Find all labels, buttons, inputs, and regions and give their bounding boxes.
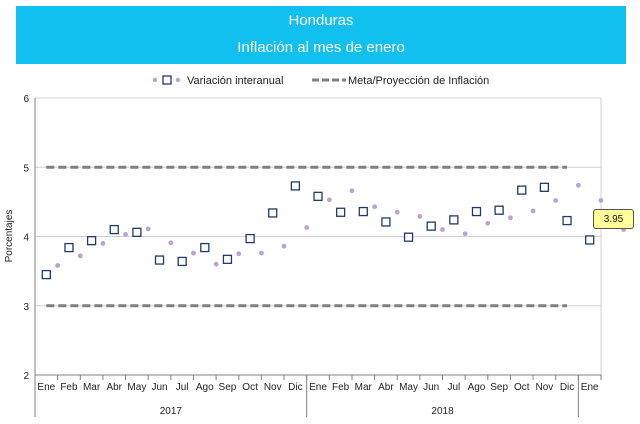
series-dot bbox=[281, 243, 287, 249]
x-tick-label: Ene bbox=[581, 382, 599, 393]
data-point bbox=[109, 224, 119, 235]
legend-marker bbox=[162, 75, 172, 85]
x-tick-label: Ene bbox=[37, 382, 55, 393]
data-point bbox=[177, 256, 187, 267]
x-tick-label: Ene bbox=[309, 382, 327, 393]
series-dot bbox=[326, 197, 332, 203]
series-dot bbox=[349, 188, 355, 194]
data-point bbox=[426, 221, 436, 231]
x-tick-label: Sep bbox=[219, 382, 237, 393]
x-tick-label: Oct bbox=[514, 382, 530, 393]
series-dot bbox=[100, 241, 106, 246]
data-point bbox=[86, 236, 97, 246]
data-point bbox=[154, 255, 165, 265]
data-point bbox=[471, 206, 482, 217]
data-point bbox=[64, 242, 74, 253]
y-tick-label: 6 bbox=[23, 94, 29, 105]
data-point bbox=[494, 205, 504, 215]
series-dot bbox=[598, 198, 604, 203]
x-tick-label: Nov bbox=[264, 382, 282, 393]
series-dot bbox=[508, 215, 513, 221]
series-dot bbox=[394, 209, 400, 215]
series-dot bbox=[575, 182, 581, 188]
data-point bbox=[313, 191, 323, 201]
legend-dot-left bbox=[152, 77, 158, 83]
y-tick-label: 5 bbox=[23, 163, 29, 174]
data-point bbox=[222, 254, 233, 265]
y-axis-label: Porcentajes bbox=[4, 210, 15, 263]
year-label: 2018 bbox=[431, 406, 454, 417]
x-tick-label: Nov bbox=[536, 382, 554, 393]
series-dot bbox=[485, 220, 491, 226]
data-point bbox=[290, 181, 301, 191]
x-tick-label: Mar bbox=[355, 382, 373, 393]
data-point bbox=[449, 215, 459, 225]
data-point bbox=[403, 232, 414, 242]
chart-header: Honduras Inflación al mes de enero bbox=[16, 6, 626, 64]
data-point bbox=[245, 233, 255, 244]
data-point bbox=[41, 269, 51, 280]
data-point bbox=[539, 182, 550, 192]
y-tick-label: 3 bbox=[23, 302, 29, 313]
x-tick-label: Dic bbox=[288, 382, 302, 393]
x-tick-label: Abr bbox=[378, 382, 394, 393]
series-dot bbox=[145, 226, 151, 232]
y-tick-label: 2 bbox=[23, 371, 29, 382]
x-tick-label: Oct bbox=[242, 382, 258, 393]
legend-dot-right bbox=[175, 77, 181, 83]
last-value-callout: 3.95 bbox=[593, 209, 634, 229]
x-tick-label: Mar bbox=[83, 382, 101, 393]
x-tick-label: Ago bbox=[196, 382, 214, 393]
data-point bbox=[335, 207, 346, 217]
chart-title: Honduras bbox=[288, 12, 354, 29]
x-tick-label: Jun bbox=[423, 382, 439, 393]
series-dot bbox=[553, 198, 559, 203]
x-tick-label: Jun bbox=[151, 382, 167, 393]
series-dot bbox=[168, 240, 174, 246]
x-tick-label: Feb bbox=[332, 382, 350, 393]
series-dot bbox=[213, 261, 219, 267]
y-tick-label: 4 bbox=[23, 233, 29, 244]
x-tick-label: Jul bbox=[447, 382, 460, 393]
plot-area: 2 3 4 5 6 Ene Feb Mar Abr May Jun Jul Ago Sep Oct Nov Di… bbox=[23, 94, 627, 417]
series-dot bbox=[417, 214, 423, 219]
chart-subtitle: Inflación al mes de enero bbox=[237, 39, 405, 56]
legend-label-meta: Meta/Proyección de Inflación bbox=[348, 75, 489, 87]
legend-label-variacion: Variación interanual bbox=[187, 75, 283, 87]
series-dot bbox=[440, 227, 445, 232]
series-dot bbox=[530, 208, 536, 214]
year-label: 2017 bbox=[160, 406, 183, 417]
x-tick-label: Ago bbox=[468, 382, 486, 393]
x-tick-label: Sep bbox=[490, 382, 508, 393]
data-point bbox=[268, 208, 278, 218]
x-tick-label: Jul bbox=[176, 382, 189, 393]
series-dot bbox=[123, 232, 128, 237]
legend: Variación interanual Meta/Proyección de … bbox=[152, 75, 489, 87]
series-dot bbox=[55, 263, 61, 268]
series-dot bbox=[304, 225, 310, 230]
series-dot bbox=[191, 250, 196, 256]
data-point bbox=[200, 242, 210, 253]
x-tick-label: May bbox=[127, 382, 146, 393]
series-dot bbox=[372, 204, 377, 210]
x-tick-label: Dic bbox=[560, 382, 574, 393]
x-tick-label: May bbox=[399, 382, 418, 393]
data-point bbox=[381, 217, 391, 227]
data-point bbox=[517, 185, 527, 195]
data-point bbox=[358, 206, 368, 217]
data-point bbox=[132, 227, 142, 237]
data-point bbox=[585, 235, 595, 245]
series-dot bbox=[462, 231, 468, 237]
x-tick-label: Feb bbox=[60, 382, 78, 393]
series-dot bbox=[259, 250, 264, 256]
series-dot bbox=[77, 253, 83, 259]
data-point bbox=[562, 215, 572, 226]
series-dot bbox=[236, 251, 242, 257]
x-tick-label: Abr bbox=[106, 382, 122, 393]
